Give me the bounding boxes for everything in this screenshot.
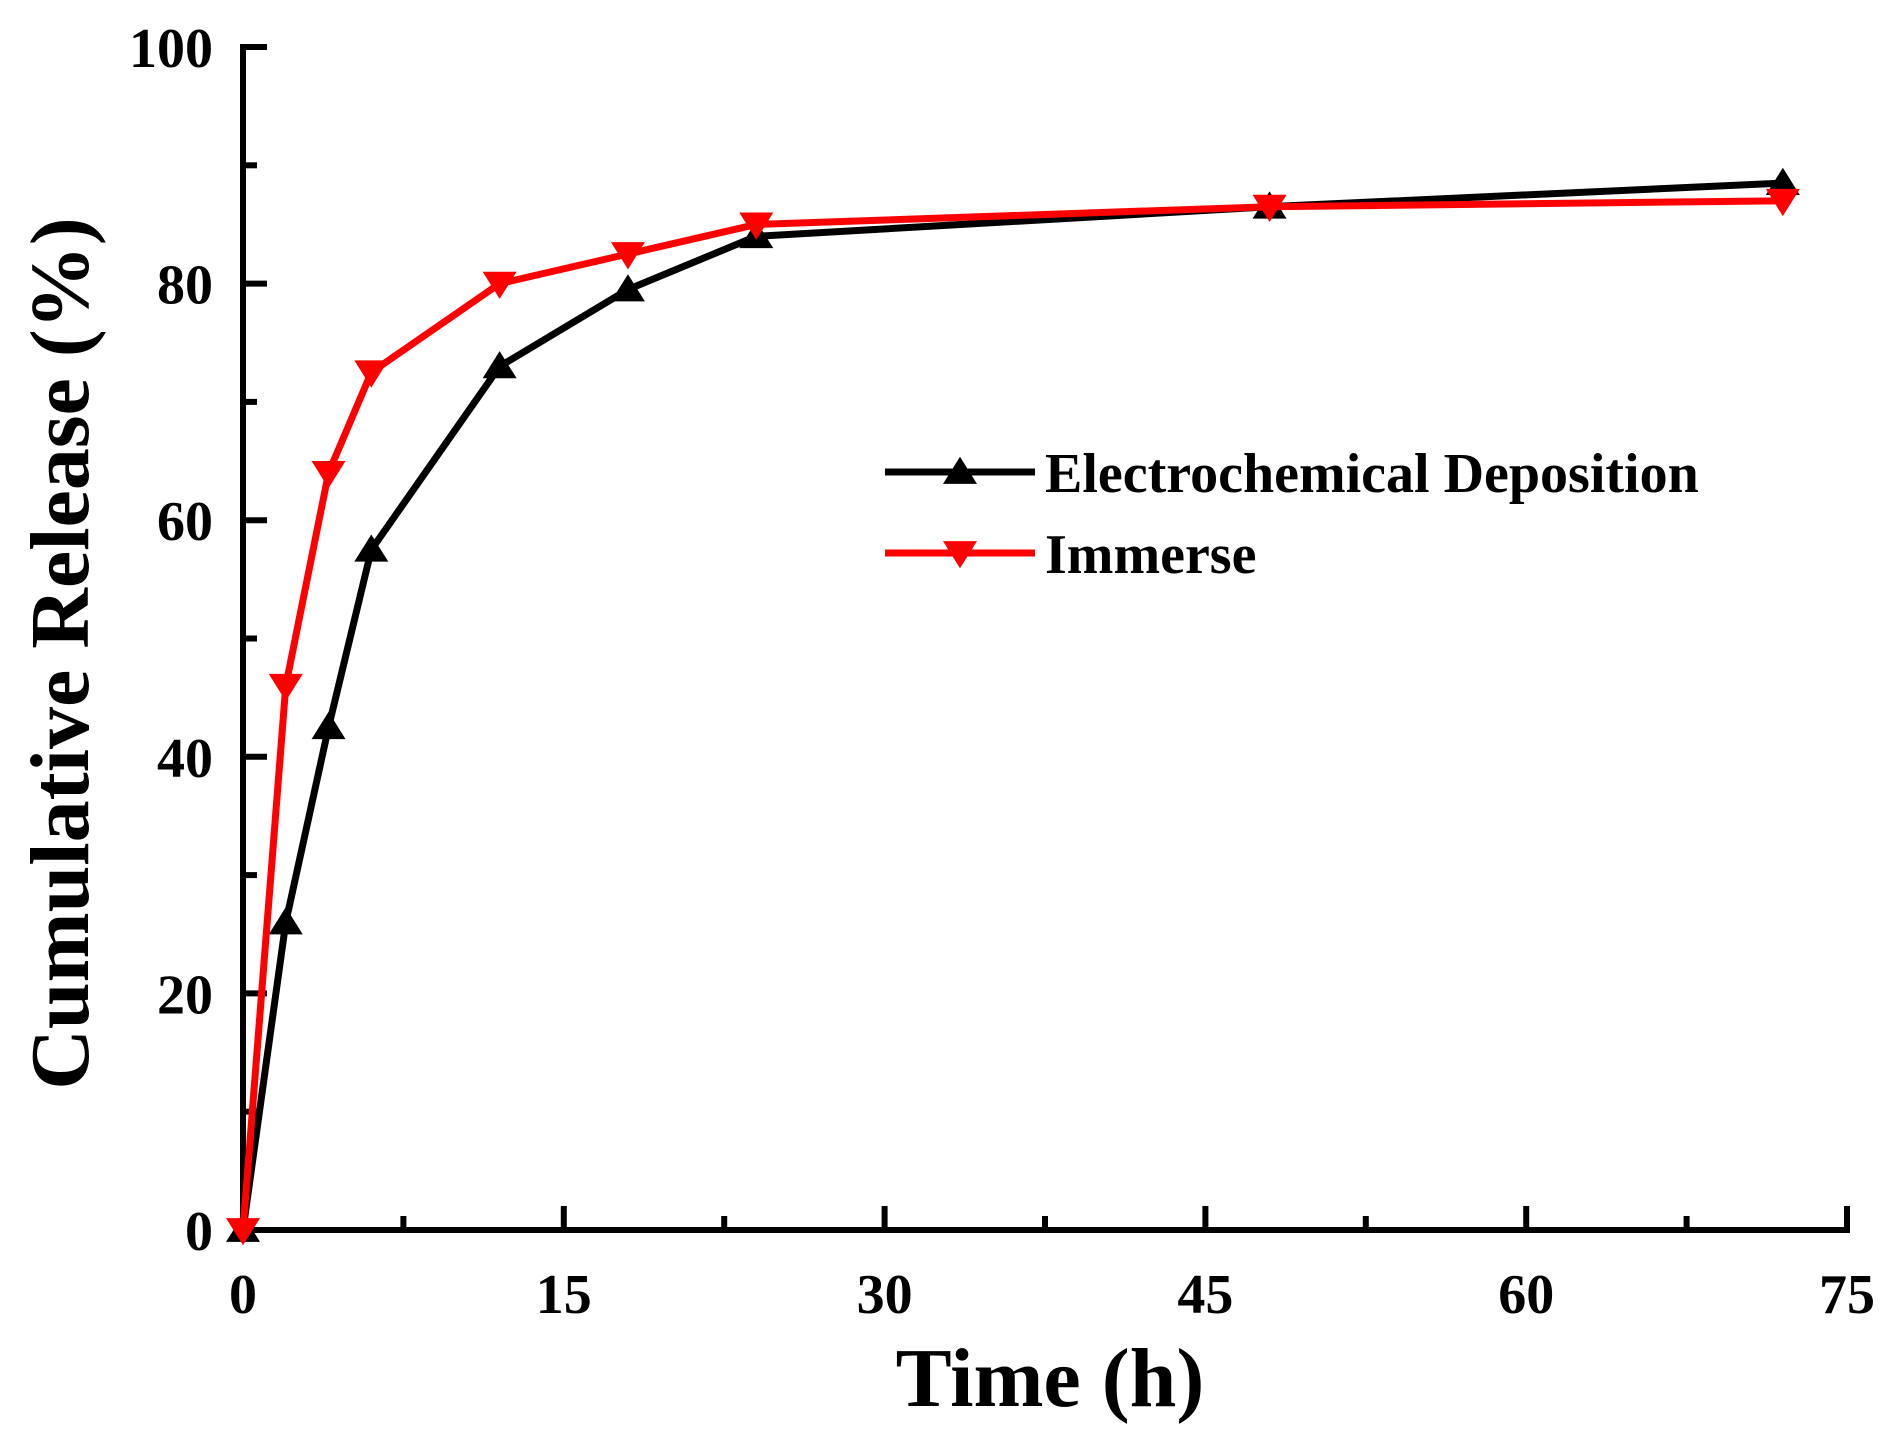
x-tick-label: 15 [536, 1264, 592, 1326]
data-point [354, 534, 389, 562]
series-line [239, 179, 1784, 1231]
x-tick-label: 75 [1819, 1264, 1875, 1326]
x-ticks: 0 15 30 45 60 75 [229, 1206, 1875, 1326]
data-point [268, 673, 303, 702]
y-tick-label: 20 [157, 964, 213, 1026]
data-point [610, 274, 645, 302]
x-tick-label: 30 [857, 1264, 913, 1326]
data-point [268, 907, 303, 935]
legend-label: Electrochemical Deposition [1045, 443, 1699, 505]
y-tick-label: 60 [157, 491, 213, 553]
y-tick-label: 0 [185, 1201, 213, 1263]
axes [240, 44, 1850, 1233]
data-point [226, 1218, 260, 1246]
legend-label: Immerse [1045, 524, 1256, 586]
legend-marker [943, 456, 977, 484]
series-2 [226, 188, 1800, 1246]
series-1 [226, 167, 1800, 1242]
series-line [239, 197, 1783, 1231]
legend-entry: Electrochemical Deposition [885, 443, 1699, 505]
y-axis-title: Cumulative Release (%) [14, 217, 107, 1089]
legend-entry: Immerse [885, 524, 1256, 586]
legend: Electrochemical Deposition Immerse [885, 443, 1699, 586]
y-tick-label: 40 [157, 728, 213, 790]
data-point [1252, 194, 1287, 223]
data-point [311, 711, 346, 740]
y-tick-label: 100 [129, 18, 213, 80]
legend-marker [943, 541, 977, 569]
y-ticks: 0 20 40 60 80 100 [129, 18, 267, 1263]
data-point [610, 242, 645, 270]
data-point [354, 360, 389, 388]
data-point [1765, 167, 1800, 195]
data-point [1765, 188, 1800, 217]
data-point [482, 351, 517, 379]
x-tick-label: 60 [1498, 1264, 1554, 1326]
data-point [739, 212, 774, 240]
x-tick-label: 0 [229, 1264, 257, 1326]
x-axis-title: Time (h) [896, 1332, 1205, 1425]
y-tick-label: 80 [157, 255, 213, 317]
data-point [482, 271, 517, 299]
series-layer [226, 167, 1800, 1246]
x-tick-label: 45 [1177, 1264, 1233, 1326]
data-point [311, 460, 346, 489]
